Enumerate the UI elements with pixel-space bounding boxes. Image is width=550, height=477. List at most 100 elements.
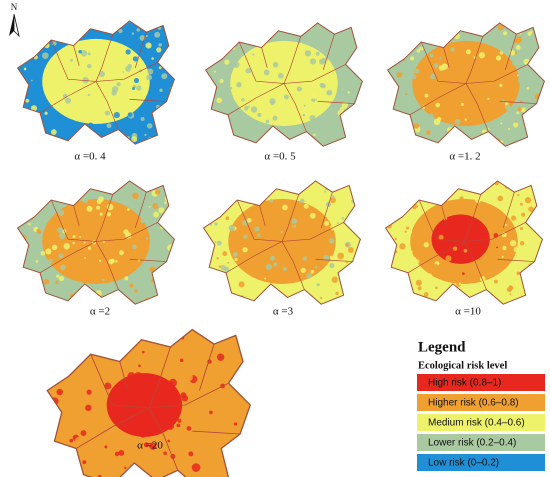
map-speckle — [499, 51, 504, 55]
map-speckle — [457, 291, 462, 296]
map-speckle — [385, 180, 388, 184]
map-speckle — [300, 198, 305, 204]
map-speckle — [70, 58, 73, 62]
map-speckle — [219, 78, 224, 84]
map-speckle — [223, 291, 230, 298]
map-speckle — [482, 254, 485, 258]
map-speckle — [132, 192, 139, 200]
map-speckle — [490, 296, 494, 299]
district-boundary — [50, 199, 97, 242]
map-speckle — [27, 128, 31, 132]
map-speckle — [241, 450, 246, 455]
map-speckle — [96, 205, 101, 210]
map-speckle — [524, 197, 532, 204]
map-panel — [385, 170, 549, 305]
map-speckle — [354, 217, 357, 220]
map-speckle — [32, 18, 34, 20]
map-speckle — [264, 40, 267, 43]
map-speckle — [357, 198, 361, 203]
map-speckle — [321, 125, 328, 132]
map-speckle — [393, 186, 399, 191]
map-speckle — [486, 14, 491, 19]
map-speckle — [539, 64, 542, 66]
map-speckle — [56, 274, 60, 278]
map-speckle — [211, 54, 217, 60]
map-speckle — [428, 170, 431, 173]
map-speckle — [219, 25, 222, 28]
district-boundary — [50, 39, 97, 82]
map-speckle — [17, 215, 18, 221]
map-speckle — [63, 243, 70, 250]
map-speckle — [260, 138, 265, 144]
map-speckle — [266, 231, 272, 237]
map-speckle — [329, 197, 336, 204]
map-speckle — [43, 14, 47, 18]
map-speckle — [154, 189, 161, 195]
map-speckle — [299, 101, 302, 104]
map-speckle — [203, 248, 208, 254]
map-speckle — [527, 31, 532, 36]
map-speckle — [453, 139, 458, 144]
map-speckle — [530, 107, 535, 112]
map-speckle — [356, 109, 359, 113]
map-speckle — [415, 145, 423, 147]
map-speckle — [302, 32, 310, 40]
map-speckle — [118, 348, 128, 358]
map-speckle — [171, 223, 175, 228]
map-speckle — [90, 213, 96, 219]
map-speckle — [545, 41, 548, 44]
map-speckle — [37, 455, 45, 463]
map-speckle — [21, 174, 25, 178]
map-speckle — [308, 125, 315, 133]
map-speckle — [120, 200, 124, 203]
district-boundary — [409, 83, 467, 116]
map-speckle — [406, 229, 413, 235]
map-speckle — [17, 43, 21, 46]
map-speckle — [102, 75, 109, 83]
map-speckle — [62, 194, 67, 199]
map-speckle — [537, 225, 542, 230]
map-speckle — [233, 422, 238, 426]
map-speckle — [486, 122, 493, 128]
map-speckle — [170, 219, 175, 226]
map-speckle — [224, 59, 230, 65]
map-speckle — [543, 129, 545, 136]
map-speckle — [265, 263, 273, 271]
map-speckle — [82, 460, 87, 465]
map-speckle — [88, 368, 92, 372]
map-speckle — [171, 49, 175, 57]
map-speckle — [143, 325, 148, 330]
map-speckle — [37, 284, 43, 290]
map-speckle — [544, 275, 549, 280]
map-speckle — [404, 192, 411, 199]
map-speckle — [429, 214, 436, 221]
map-speckle — [430, 180, 435, 185]
map-speckle — [203, 205, 209, 212]
map-speckle — [205, 104, 211, 111]
map-speckle — [429, 113, 434, 118]
map-speckle — [214, 222, 218, 226]
map-speckle — [448, 206, 454, 211]
map-speckle — [122, 407, 126, 411]
map-speckle — [516, 74, 519, 77]
map-speckle — [79, 235, 82, 238]
map-speckle — [176, 38, 181, 43]
map-core — [249, 214, 308, 264]
map-speckle — [62, 337, 70, 344]
map-speckle — [310, 43, 314, 47]
map-speckle — [225, 216, 230, 221]
map-speckle — [445, 295, 450, 300]
map-speckle — [315, 98, 318, 101]
map-speckle — [82, 197, 89, 204]
map-speckle — [29, 202, 34, 207]
map-speckle — [389, 122, 392, 126]
map-speckle — [78, 49, 82, 54]
map-speckle — [133, 342, 136, 346]
map-speckle — [263, 69, 270, 76]
north-arrow-left — [9, 14, 14, 36]
map-speckle — [273, 51, 277, 54]
map-speckle — [302, 113, 306, 117]
north-arrow: N — [9, 2, 20, 38]
map-speckle — [26, 171, 29, 174]
map-speckle — [28, 215, 32, 219]
